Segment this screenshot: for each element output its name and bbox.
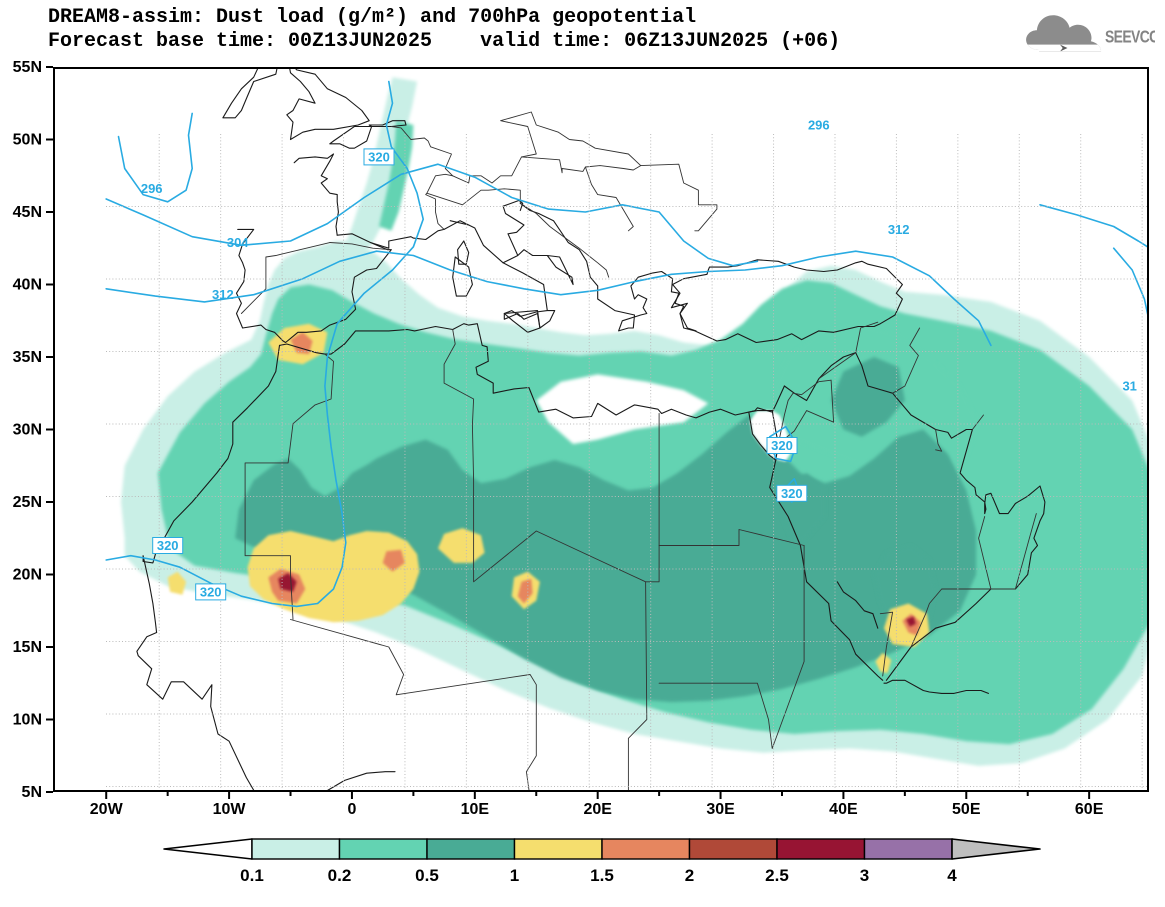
svg-text:SEEVCCC: SEEVCCC: [1105, 28, 1155, 47]
svg-text:10E: 10E: [461, 801, 490, 818]
svg-text:30N: 30N: [13, 422, 42, 439]
svg-text:296: 296: [141, 181, 163, 196]
svg-text:312: 312: [888, 222, 910, 237]
svg-text:320: 320: [781, 486, 803, 501]
svg-text:304: 304: [227, 235, 249, 250]
svg-text:40E: 40E: [829, 801, 858, 818]
svg-text:20N: 20N: [13, 567, 42, 584]
svg-text:45N: 45N: [13, 204, 42, 221]
svg-text:320: 320: [157, 538, 179, 553]
svg-text:3: 3: [860, 866, 869, 885]
svg-text:296: 296: [808, 117, 830, 132]
svg-text:1.5: 1.5: [590, 866, 614, 885]
svg-text:0: 0: [347, 801, 356, 818]
svg-text:1: 1: [510, 866, 519, 885]
svg-text:5N: 5N: [22, 784, 42, 801]
svg-text:20W: 20W: [90, 801, 124, 818]
svg-text:2: 2: [685, 866, 694, 885]
svg-text:20E: 20E: [583, 801, 612, 818]
svg-text:0.2: 0.2: [328, 866, 352, 885]
svg-text:0.5: 0.5: [415, 866, 439, 885]
svg-text:50E: 50E: [952, 801, 981, 818]
svg-text:55N: 55N: [13, 59, 42, 76]
svg-text:0.1: 0.1: [240, 866, 264, 885]
svg-text:31: 31: [1122, 378, 1136, 393]
svg-text:15N: 15N: [13, 639, 42, 656]
svg-text:35N: 35N: [13, 349, 42, 366]
svg-text:40N: 40N: [13, 277, 42, 294]
svg-text:320: 320: [368, 149, 390, 164]
svg-text:30E: 30E: [706, 801, 735, 818]
svg-text:320: 320: [200, 584, 222, 599]
svg-text:2.5: 2.5: [765, 866, 789, 885]
svg-text:312: 312: [212, 287, 234, 302]
svg-text:60E: 60E: [1075, 801, 1104, 818]
svg-text:320: 320: [771, 438, 793, 453]
svg-text:4: 4: [947, 866, 957, 885]
svg-text:10W: 10W: [213, 801, 247, 818]
svg-text:10N: 10N: [13, 712, 42, 729]
svg-text:25N: 25N: [13, 494, 42, 511]
svg-text:50N: 50N: [13, 132, 42, 149]
